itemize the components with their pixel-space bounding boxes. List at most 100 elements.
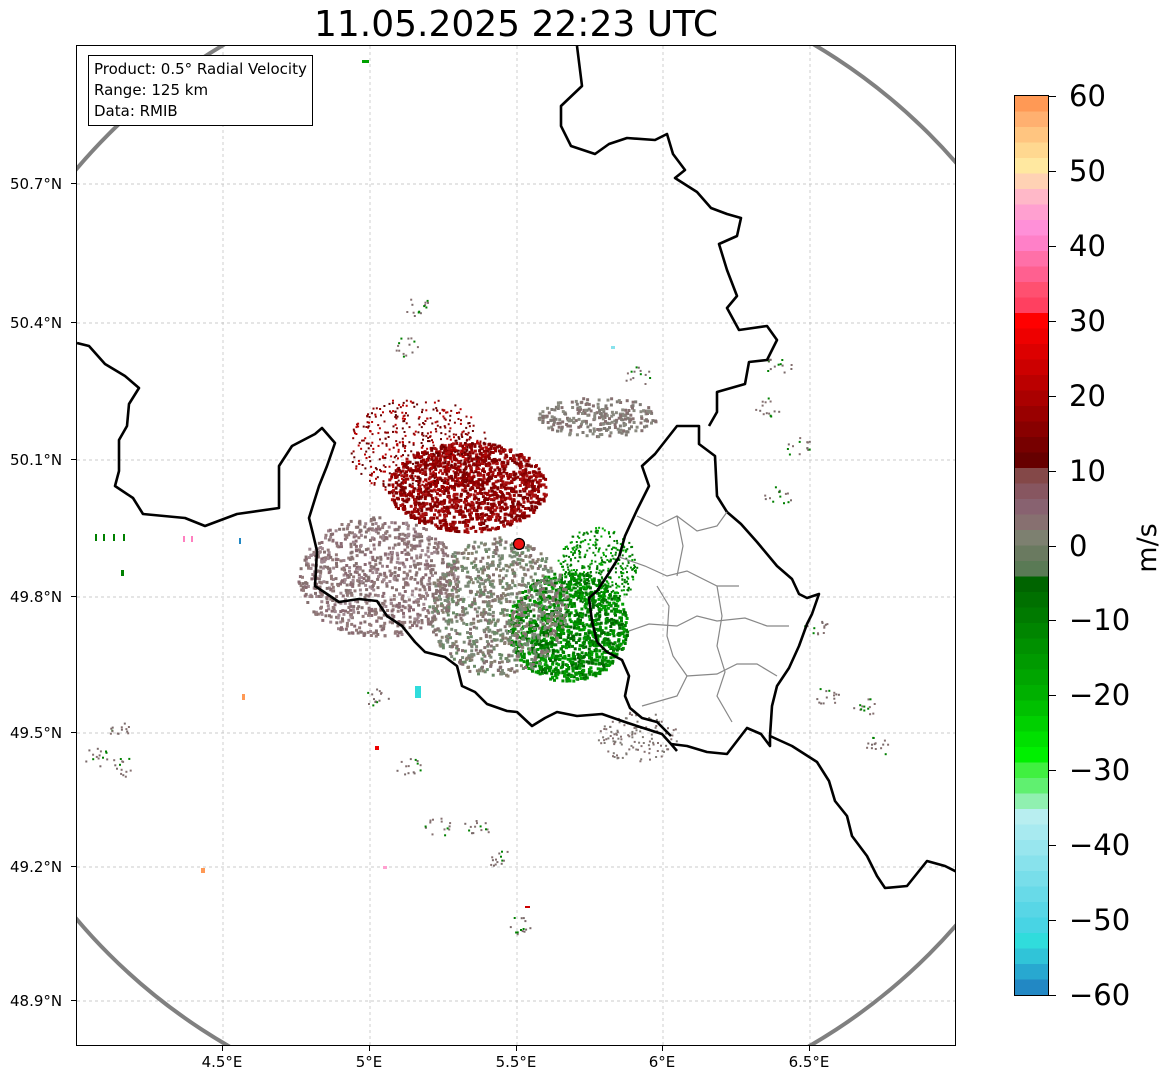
echo-pixel xyxy=(579,622,583,626)
echo-pixel xyxy=(529,575,533,579)
echo-pixel xyxy=(592,658,596,662)
echo-pixel xyxy=(359,533,363,537)
echo-pixel xyxy=(529,554,533,557)
echo-pixel xyxy=(436,492,439,496)
echo-pixel xyxy=(569,620,573,624)
echo-pixel xyxy=(414,503,417,507)
echo-pixel xyxy=(432,474,436,478)
echo-pixel xyxy=(480,530,484,534)
echo-pixel xyxy=(510,609,514,613)
echo-pixel xyxy=(503,518,507,522)
echo-pixel xyxy=(438,591,442,595)
echo-pixel xyxy=(570,569,573,572)
echo-pixel xyxy=(379,624,383,628)
echo-pixel xyxy=(475,669,479,673)
echo-pixel xyxy=(392,614,396,618)
echo-pixel xyxy=(540,598,544,601)
echo-pixel xyxy=(548,669,551,673)
echo-pixel xyxy=(381,594,385,598)
echo-pixel xyxy=(431,505,435,509)
echo-pixel xyxy=(478,491,482,495)
echo-pixel xyxy=(349,551,353,555)
echo-pixel xyxy=(367,447,370,450)
echo-pixel xyxy=(508,600,512,604)
echo-pixel xyxy=(579,551,582,554)
echo-pixel xyxy=(384,431,387,434)
echo-pixel xyxy=(423,450,427,454)
echo-pixel xyxy=(541,474,545,478)
echo-pixel xyxy=(444,591,448,595)
echo-pixel xyxy=(371,558,375,562)
echo-pixel xyxy=(551,586,555,590)
echo-pixel xyxy=(454,509,458,513)
echo-pixel xyxy=(349,542,353,546)
echo-pixel xyxy=(572,587,575,590)
echo-pixel xyxy=(558,616,562,620)
echo-pixel xyxy=(431,466,434,469)
echo-pixel xyxy=(408,615,412,619)
echo-pixel xyxy=(598,548,600,551)
echo-pixel xyxy=(584,539,587,542)
echo-pixel xyxy=(432,482,436,485)
echo-pixel xyxy=(598,572,600,575)
echo-pixel xyxy=(570,579,573,582)
echo-pixel xyxy=(320,559,324,563)
echo-pixel xyxy=(601,560,604,563)
echo-pixel xyxy=(531,559,535,563)
echo-pixel xyxy=(567,580,570,583)
echo-pixel xyxy=(480,492,484,495)
radar-map[interactable] xyxy=(76,45,956,1046)
echo-pixel xyxy=(452,433,455,436)
echo-pixel xyxy=(404,445,407,447)
echo-pixel xyxy=(578,633,582,637)
echo-pixel xyxy=(363,535,367,539)
echo-pixel xyxy=(578,628,582,632)
echo-pixel xyxy=(427,579,431,582)
echo-pixel xyxy=(403,431,406,433)
echo-pixel xyxy=(588,656,591,660)
echo-pixel xyxy=(623,593,626,596)
echo-pixel xyxy=(490,515,494,519)
echo-pixel xyxy=(504,657,508,661)
echo-pixel xyxy=(298,575,302,579)
echo-pixel xyxy=(582,586,585,589)
echo-pixel xyxy=(534,620,538,624)
echo-pixel xyxy=(326,548,330,552)
echo-pixel xyxy=(576,598,579,601)
echo-pixel xyxy=(454,466,458,470)
echo-pixel xyxy=(355,628,358,632)
echo-pixel xyxy=(527,456,531,460)
echo-pixel xyxy=(579,583,582,587)
echo-pixel xyxy=(503,625,507,629)
echo-pixel xyxy=(461,471,464,474)
echo-pixel xyxy=(583,677,587,681)
echo-pixel xyxy=(589,571,592,574)
echo-pixel xyxy=(526,459,530,463)
echo-pixel xyxy=(424,615,428,618)
echo-pixel xyxy=(476,652,480,655)
echo-pixel xyxy=(456,575,460,579)
echo-pixel xyxy=(327,552,331,556)
echo-pixel xyxy=(551,651,555,655)
echo-pixel xyxy=(416,562,420,566)
echo-pixel xyxy=(381,455,384,458)
echo-pixel xyxy=(569,675,573,678)
echo-pixel xyxy=(438,462,442,466)
echo-pixel xyxy=(507,476,511,480)
echo-pixel xyxy=(519,462,523,466)
echo-pixel xyxy=(397,535,401,539)
echo-pixel xyxy=(606,559,609,561)
echo-pixel xyxy=(578,577,582,580)
echo-pixel xyxy=(368,585,372,589)
echo-pixel xyxy=(361,439,364,442)
echo-pixel xyxy=(509,592,513,596)
echo-pixel xyxy=(620,622,624,626)
echo-pixel xyxy=(568,588,570,590)
echo-pixel xyxy=(382,591,386,595)
echo-pixel xyxy=(587,580,590,583)
echo-pixel xyxy=(458,411,461,414)
echo-pixel xyxy=(342,527,346,531)
echo-pixel xyxy=(529,508,532,512)
echo-pixel xyxy=(514,508,518,512)
echo-pixel xyxy=(463,447,466,450)
